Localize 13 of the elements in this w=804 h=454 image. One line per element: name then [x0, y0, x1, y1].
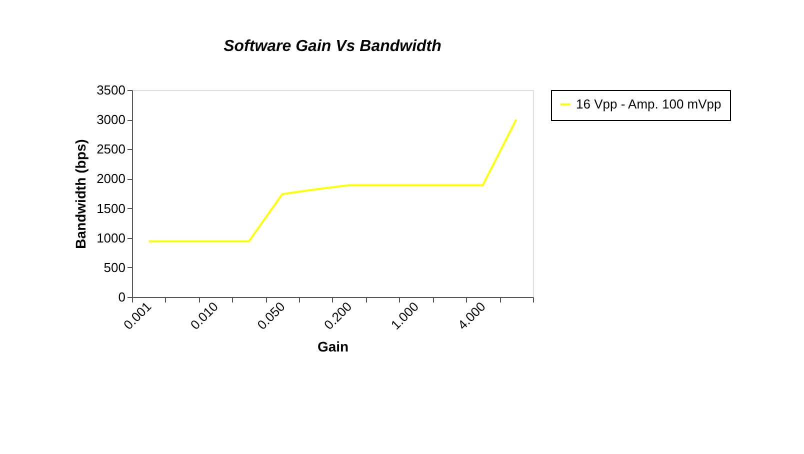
y-tick-label: 1500: [96, 200, 126, 216]
y-tick-label: 500: [104, 260, 126, 275]
y-tick-label: 1000: [96, 230, 126, 246]
y-axis-title: Bandwidth (bps): [72, 139, 89, 249]
x-axis-title: Gain: [317, 338, 349, 354]
y-tick-label: 2500: [96, 142, 126, 157]
y-tick-label: 0: [118, 290, 126, 304]
legend-label: 16 Vpp - Amp. 100 mVpp: [576, 96, 722, 112]
y-tick-label: 3500: [96, 82, 126, 98]
chart-title: Software Gain Vs Bandwidth: [224, 38, 442, 55]
y-tick-label: 3000: [96, 112, 126, 128]
y-tick-label: 2000: [96, 171, 126, 186]
line-series: [148, 118, 518, 242]
